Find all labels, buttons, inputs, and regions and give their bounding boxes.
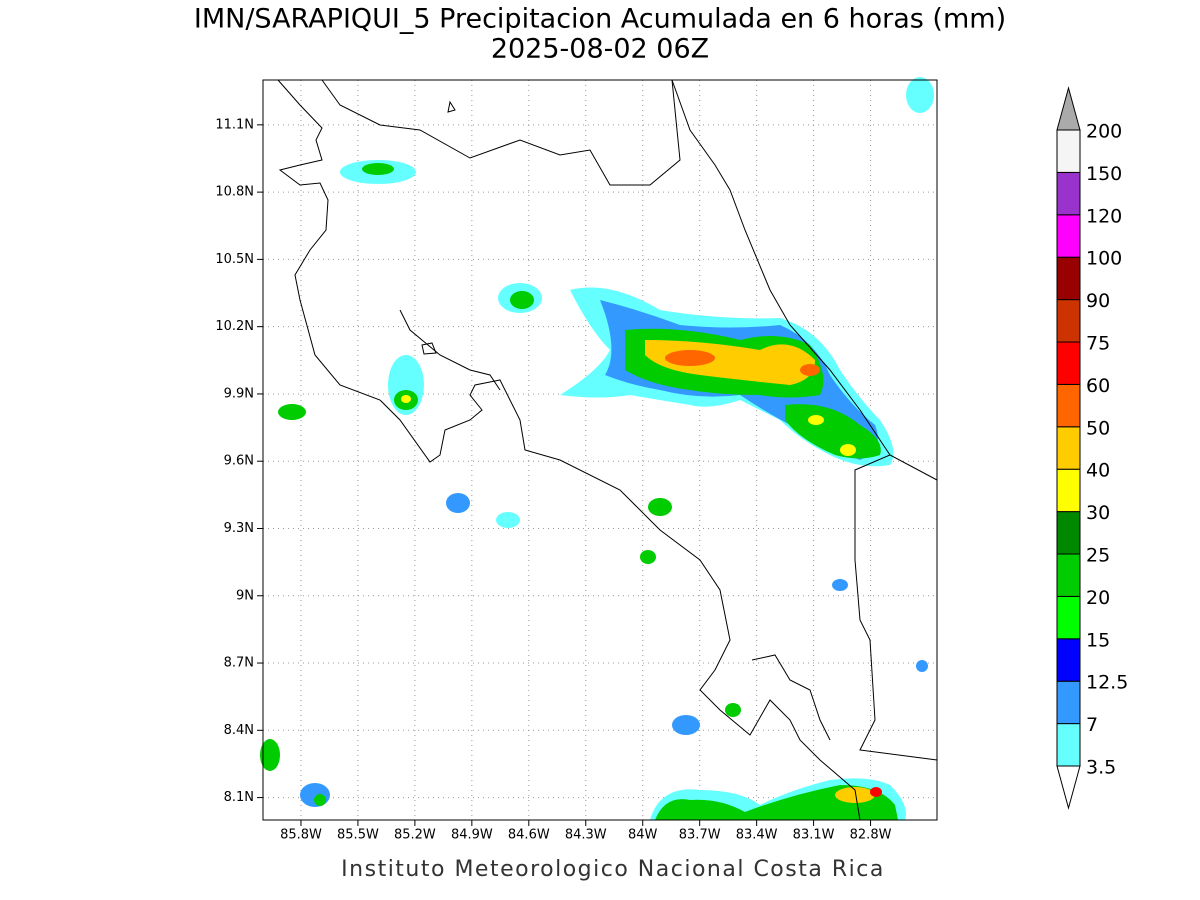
colorbar-segment (1056, 511, 1081, 555)
y-tick-label: 10.5N (215, 252, 254, 267)
colorbar-label: 20 (1086, 587, 1110, 609)
x-tick-label: 84.3W (565, 828, 607, 843)
x-tick-label: 82.8W (850, 828, 892, 843)
colorbar-label: 3.5 (1086, 757, 1116, 779)
colorbar-segment (1056, 680, 1081, 725)
colorbar: 3.5 7 12.5 15 20 25 30 40 50 60 75 90 100 120 150 200 (1056, 86, 1128, 810)
x-tick-label: 84.6W (508, 828, 550, 843)
colorbar-segment (1056, 468, 1081, 513)
precipitation-fields (260, 77, 934, 820)
colorbar-segment (1056, 129, 1081, 173)
colorbar-label: 15 (1086, 629, 1110, 651)
panama-border (854, 454, 938, 761)
y-tick-label: 9.3N (224, 521, 254, 536)
colorbar-label: 75 (1086, 333, 1110, 355)
colorbar-label: 25 (1086, 545, 1110, 567)
colorbar-label: 30 (1086, 502, 1110, 524)
caribbean-coast (671, 79, 938, 481)
colorbar-segment (1056, 341, 1081, 385)
colorbar-label: 200 (1086, 121, 1122, 143)
colorbar-label: 12.5 (1086, 672, 1128, 694)
x-tick-label: 85.5W (337, 828, 379, 843)
x-tick-label: 85.2W (394, 828, 436, 843)
gulf-nicoya (399, 309, 501, 391)
chart-title: IMN/SARAPIQUI_5 Precipitacion Acumulada … (194, 4, 1006, 35)
colorbar-label: 150 (1086, 163, 1122, 185)
rain-cells (260, 77, 934, 820)
x-tick-label: 83.7W (679, 828, 721, 843)
colorbar-label: 7 (1086, 714, 1098, 736)
y-tick-label: 10.8N (215, 185, 254, 200)
coastlines (277, 79, 938, 821)
x-tick-label: 83.4W (736, 828, 778, 843)
map-frame (262, 79, 938, 821)
y-tick-label: 10.2N (215, 319, 254, 334)
axes: 85.8W 85.5W 85.2W 84.9W 84.6W 84.3W 84W 83.7W 83… (215, 117, 891, 842)
y-tick-label: 9.6N (224, 454, 254, 469)
colorbar-label: 90 (1086, 290, 1110, 312)
y-tick-label: 9N (236, 588, 254, 603)
x-tick-label: 84W (628, 828, 658, 843)
golfo-dulce (751, 654, 831, 741)
x-tick-label: 84.9W (451, 828, 493, 843)
lake-shore (321, 79, 681, 186)
colorbar-segment (1056, 383, 1081, 428)
y-tick-label: 9.9N (224, 386, 254, 401)
x-tick-label: 83.1W (793, 828, 835, 843)
colorbar-segment (1056, 553, 1081, 597)
colorbar-segment (1056, 299, 1081, 343)
colorbar-segment (1056, 214, 1081, 258)
colorbar-segment (1056, 723, 1081, 767)
y-tick-label: 8.1N (224, 790, 254, 805)
colorbar-label: 100 (1086, 248, 1122, 270)
colorbar-label: 120 (1086, 205, 1122, 227)
chart-subtitle: 2025-08-02 06Z (491, 34, 709, 65)
colorbar-segment (1056, 595, 1081, 640)
colorbar-segment (1056, 638, 1081, 682)
colorbar-segment (1056, 426, 1081, 470)
colorbar-segment (1056, 171, 1081, 216)
colorbar-label: 50 (1086, 417, 1110, 439)
colorbar-segment (1056, 256, 1081, 301)
footer: Instituto Meteorologico Nacional Costa R… (341, 857, 885, 882)
colorbar-label: 60 (1086, 375, 1110, 397)
y-tick-label: 8.7N (224, 656, 254, 671)
colorbar-over (1056, 86, 1081, 131)
colorbar-under (1056, 765, 1081, 810)
y-tick-label: 11.1N (215, 117, 254, 132)
x-tick-label: 85.8W (280, 828, 322, 843)
pacific-coast (277, 79, 861, 821)
y-tick-label: 8.4N (224, 723, 254, 738)
colorbar-label: 40 (1086, 460, 1110, 482)
islands (421, 100, 456, 355)
